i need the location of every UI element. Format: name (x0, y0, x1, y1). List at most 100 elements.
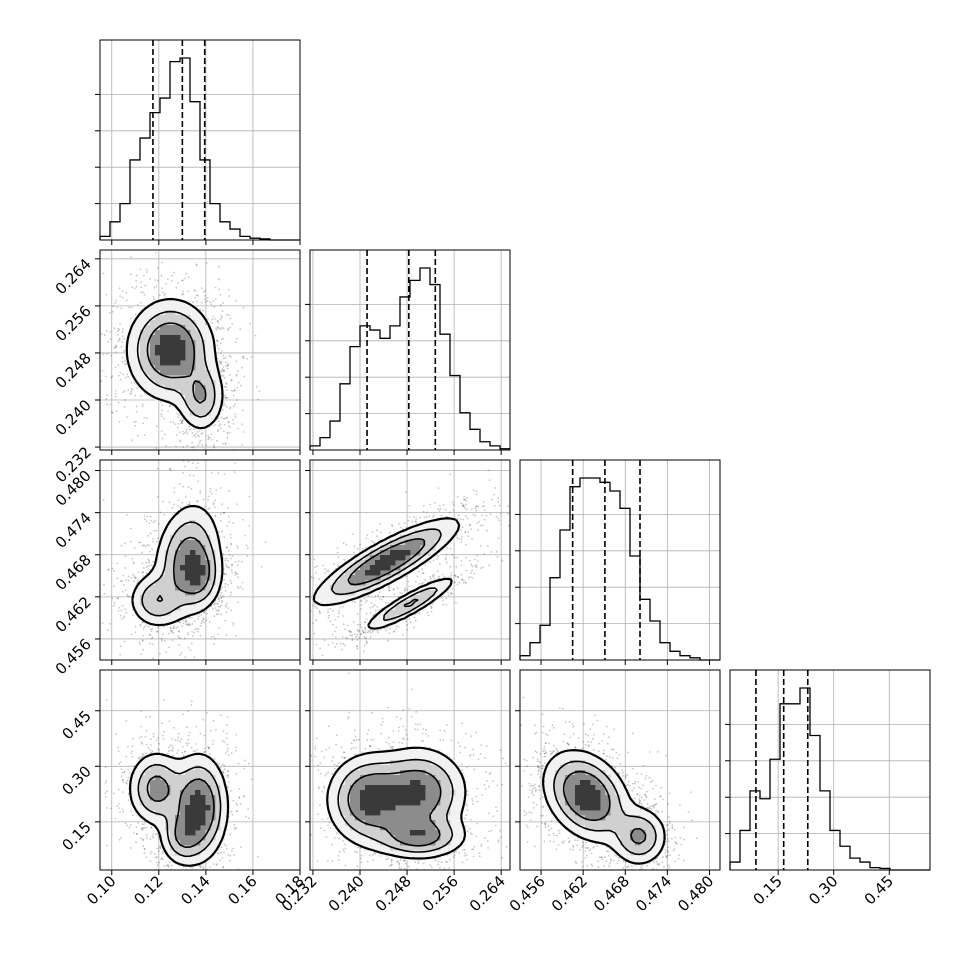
sample-point (114, 302, 116, 304)
sample-point (241, 444, 243, 446)
sample-point (208, 507, 211, 510)
sample-point (78, 340, 80, 342)
density-cell (140, 320, 146, 326)
sample-point (234, 462, 237, 464)
density-cell (160, 330, 166, 336)
sample-point (201, 432, 204, 434)
density-cell (205, 585, 211, 591)
density-cell (170, 525, 176, 531)
sample-point (196, 431, 199, 433)
sample-point (176, 416, 179, 419)
sample-point (214, 607, 217, 609)
sample-point (228, 314, 230, 317)
density-cell (180, 565, 186, 571)
sample-point (120, 544, 123, 547)
sample-point (218, 600, 221, 602)
sample-point (315, 643, 318, 646)
density-cell (165, 605, 171, 611)
sample-point (368, 630, 371, 633)
sample-point (160, 413, 163, 416)
sample-point (136, 274, 138, 277)
sample-point (127, 575, 130, 578)
density-cell (165, 600, 171, 606)
sample-point (464, 531, 467, 534)
sample-point (142, 575, 144, 577)
density-cell (135, 600, 141, 606)
density-cell (150, 350, 156, 356)
density-cell (175, 550, 181, 556)
density-cell (165, 395, 171, 401)
sample-point (113, 346, 116, 349)
sample-point (217, 326, 220, 329)
sample-point (122, 616, 125, 619)
sample-point (207, 318, 209, 321)
sample-point (324, 568, 326, 570)
density-cell (205, 335, 211, 341)
density-cell (185, 570, 191, 576)
sample-point (141, 403, 144, 406)
sample-point (214, 298, 217, 301)
sample-point (301, 626, 303, 628)
sample-point (224, 385, 227, 388)
sample-point (225, 361, 227, 364)
density-cell (195, 605, 201, 611)
density-cell (175, 330, 181, 336)
sample-point (279, 624, 281, 626)
density-cell (170, 555, 176, 561)
density-cell (170, 360, 176, 366)
sample-point (178, 414, 180, 416)
sample-point (157, 279, 159, 282)
density-cell (200, 530, 206, 536)
sample-point (227, 550, 230, 552)
sample-point (136, 387, 139, 390)
sample-point (190, 617, 193, 619)
density-cell (195, 380, 201, 386)
density-cell (160, 350, 166, 356)
density-cell (210, 590, 216, 596)
sample-point (145, 561, 147, 564)
density-cell (150, 325, 156, 331)
sample-point (530, 501, 532, 503)
density-cell (150, 570, 156, 576)
density-cell (195, 520, 201, 526)
histogram-0 (99, 57, 300, 241)
sample-point (490, 498, 493, 501)
sample-point (389, 628, 391, 630)
density-cell (190, 585, 196, 591)
sample-point (113, 585, 115, 588)
sample-point (197, 444, 200, 447)
sample-point (115, 344, 118, 347)
sample-point (197, 615, 200, 618)
density-cell (135, 605, 141, 611)
sample-point (294, 612, 296, 614)
sample-point (346, 637, 349, 640)
sample-point (207, 462, 209, 464)
density-cell (155, 355, 161, 361)
density-cell (150, 360, 156, 366)
density-cell (180, 555, 186, 561)
density-cell (210, 535, 216, 541)
density-cell (165, 535, 171, 541)
sample-point (120, 580, 123, 583)
sample-point (214, 318, 216, 320)
sample-point (128, 306, 131, 309)
sample-point (311, 622, 314, 625)
sample-point (191, 634, 194, 637)
density-cell (180, 335, 186, 341)
sample-point (219, 427, 222, 430)
density-cell (195, 405, 201, 411)
sample-point (332, 642, 334, 644)
sample-point (221, 530, 223, 533)
sample-point (186, 503, 189, 506)
sample-point (117, 610, 120, 612)
density-cell (130, 355, 136, 361)
sample-point (142, 422, 145, 424)
density-cell (165, 365, 171, 371)
sample-point (216, 439, 218, 442)
sample-point (177, 426, 179, 429)
density-cell (165, 335, 171, 341)
sample-point (191, 623, 194, 625)
sample-point (105, 398, 108, 400)
sample-point (227, 363, 230, 365)
density-cell (185, 575, 191, 581)
